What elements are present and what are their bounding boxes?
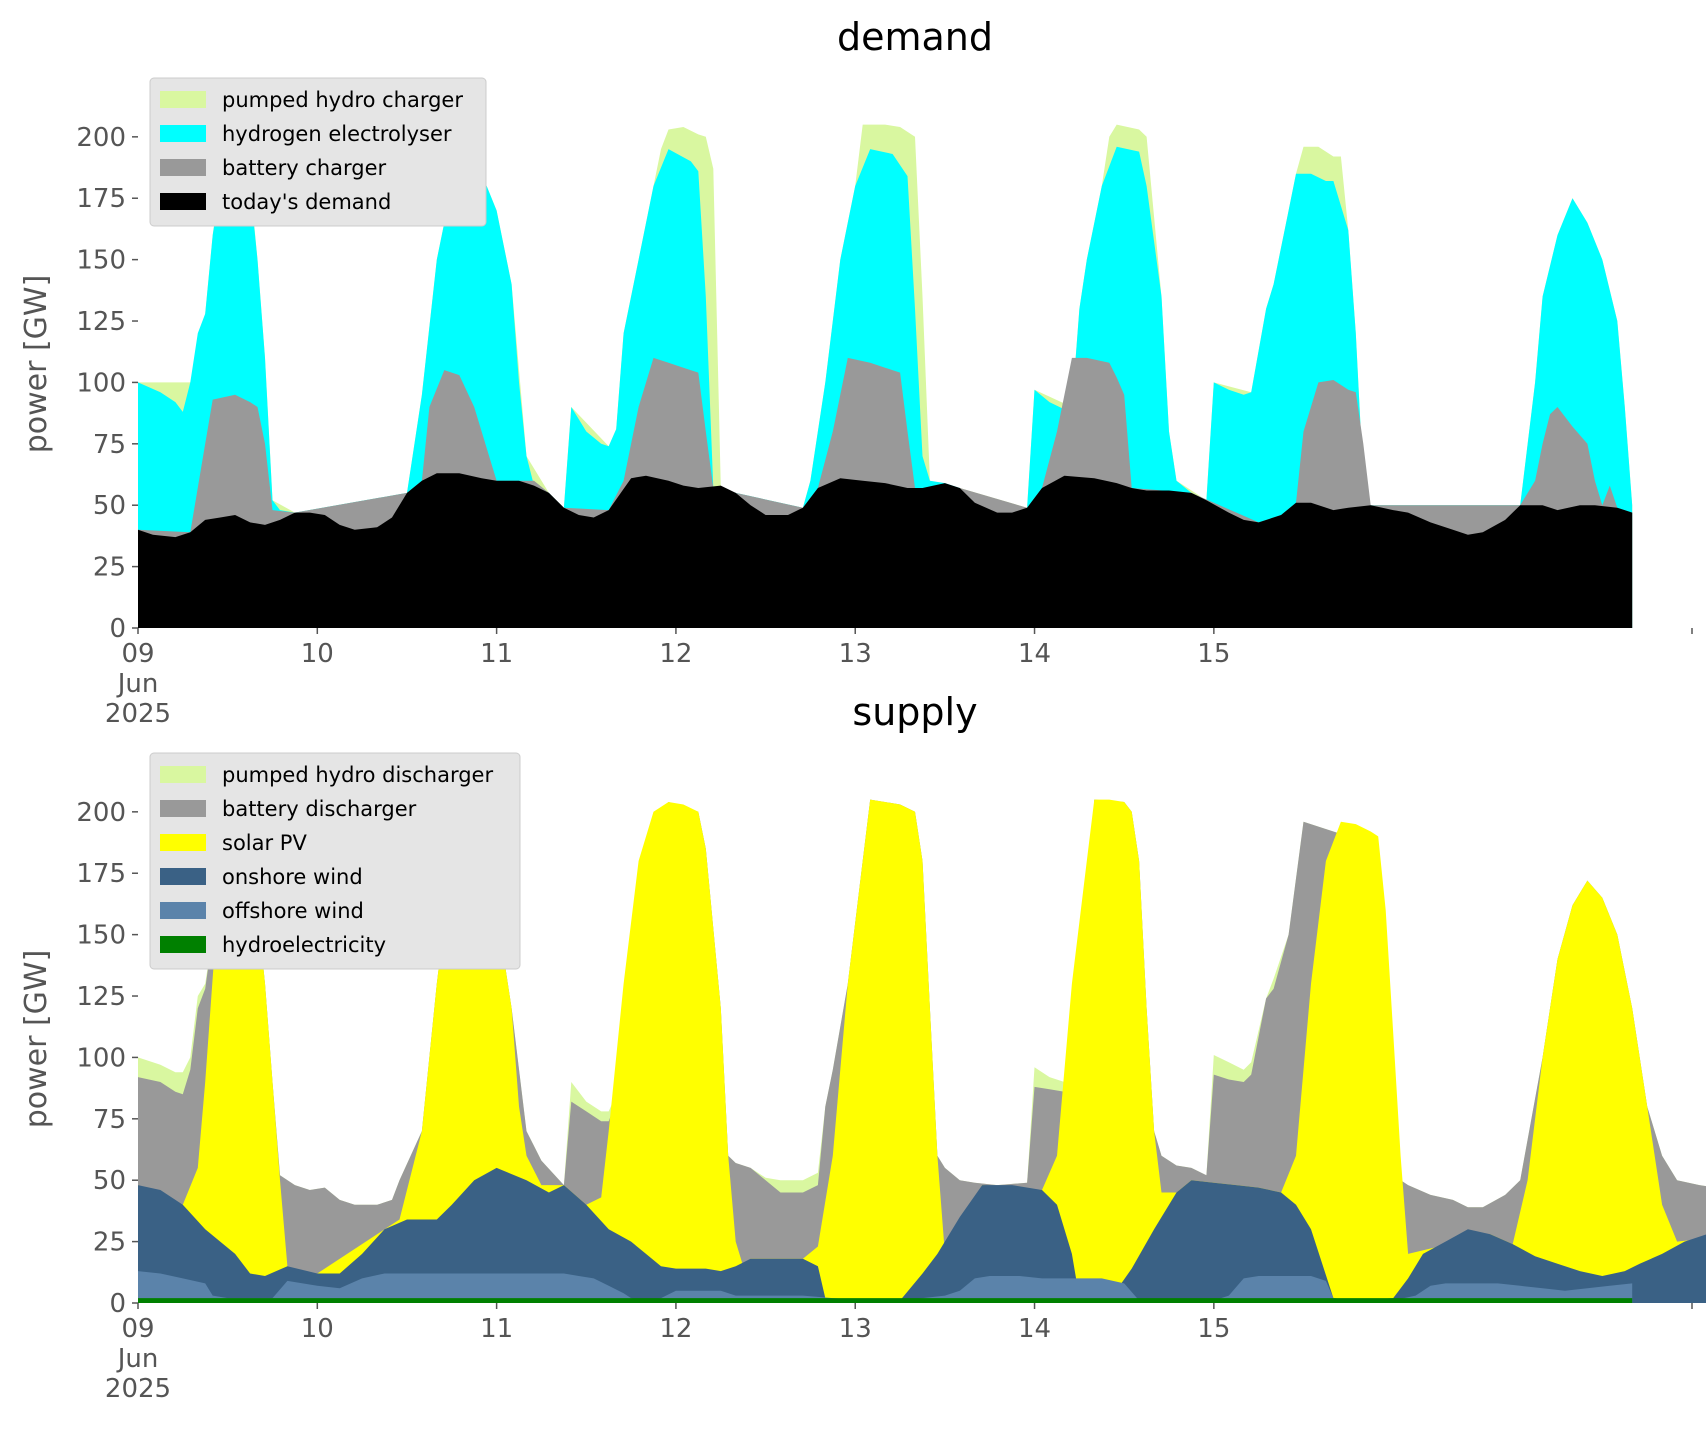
x-tick-label: 09 Jun 2025 — [105, 639, 171, 729]
y-tick-label: 125 — [76, 307, 126, 337]
supply-panel: supply power [GW] 0 25 50 75 100 125 150 175 200 09… — [19, 690, 1706, 1404]
y-tick-label: 200 — [76, 123, 126, 153]
x-tick-label: 11 — [480, 1314, 513, 1344]
x-tick-label: 11 — [480, 639, 513, 669]
area-solar-pv — [138, 799, 1706, 1303]
legend-swatch-pumped-hydro-charger — [160, 91, 206, 108]
legend-label-battery-discharger: battery discharger — [222, 797, 417, 821]
legend-swatch-battery-discharger — [160, 800, 206, 817]
x-tick-label: 10 — [301, 639, 334, 669]
legend-label-hydrogen-electrolyser: hydrogen electrolyser — [222, 122, 452, 146]
y-tick-label: 175 — [76, 184, 126, 214]
area-onshore-wind — [138, 1167, 1706, 1303]
legend-swatch-solar-pv — [160, 834, 206, 851]
y-tick-label: 50 — [93, 491, 126, 521]
x-axis: 09 Jun 2025 10 11 12 13 14 15 — [105, 628, 1693, 729]
legend-swatch-onshore-wind — [160, 868, 206, 885]
legend-label-today-s-demand: today's demand — [222, 190, 391, 214]
y-tick-label: 0 — [109, 1289, 126, 1319]
x-tick-label: 10 — [301, 1314, 334, 1344]
x-tick-label: 14 — [1018, 639, 1051, 669]
x-tick-label: 13 — [839, 1314, 872, 1344]
legend-swatch-hydrogen-electrolyser — [160, 125, 206, 142]
legend-swatch-pumped-hydro-discharger — [160, 766, 206, 783]
legend-label-pumped-hydro-discharger: pumped hydro discharger — [222, 763, 493, 787]
y-axis: 0 25 50 75 100 125 150 175 200 — [76, 798, 138, 1319]
x-tick-label: 09 Jun 2025 — [105, 1314, 171, 1404]
y-axis-label: power [GW] — [19, 950, 54, 1129]
legend-label-solar-pv: solar PV — [222, 831, 307, 855]
x-tick-label: 14 — [1018, 1314, 1051, 1344]
legend-frame — [149, 752, 521, 970]
chart-title: supply — [852, 690, 977, 734]
y-tick-label: 175 — [76, 859, 126, 889]
demand-panel: demand power [GW] 0 25 50 75 100 125 150 175 200 09… — [19, 15, 1693, 729]
y-tick-label: 125 — [76, 982, 126, 1012]
x-tick-label: 12 — [659, 1314, 692, 1344]
y-tick-label: 100 — [76, 1043, 126, 1073]
series-group — [138, 124, 1633, 628]
legend-label-hydroelectricity: hydroelectricity — [222, 933, 386, 957]
x-tick-label: 13 — [839, 639, 872, 669]
legend-label-pumped-hydro-charger: pumped hydro charger — [222, 88, 463, 112]
y-tick-label: 100 — [76, 368, 126, 398]
x-axis: 09 Jun 2025 10 11 12 13 14 15 — [105, 1303, 1693, 1404]
y-tick-label: 75 — [93, 1105, 126, 1135]
y-tick-label: 25 — [93, 1228, 126, 1258]
x-tick-label: 12 — [659, 639, 692, 669]
legend-frame — [149, 77, 487, 227]
y-tick-label: 50 — [93, 1166, 126, 1196]
series-group — [138, 799, 1706, 1303]
legend-swatch-today-s-demand — [160, 193, 206, 210]
legend: pumped hydro discharger battery discharge… — [149, 752, 521, 970]
legend-swatch-battery-charger — [160, 159, 206, 176]
y-tick-label: 75 — [93, 430, 126, 460]
y-tick-label: 150 — [76, 921, 126, 951]
legend-label-onshore-wind: onshore wind — [222, 865, 363, 889]
y-axis: 0 25 50 75 100 125 150 175 200 — [76, 123, 138, 644]
y-tick-label: 150 — [76, 246, 126, 276]
area-hydroelectricity — [138, 1298, 1633, 1303]
chart-title: demand — [837, 15, 993, 59]
legend-label-battery-charger: battery charger — [222, 156, 387, 180]
x-tick-label: 15 — [1197, 1314, 1230, 1344]
y-tick-label: 200 — [76, 798, 126, 828]
y-tick-label: 0 — [109, 614, 126, 644]
legend-swatch-hydroelectricity — [160, 936, 206, 953]
legend-label-offshore-wind: offshore wind — [222, 899, 364, 923]
legend-swatch-offshore-wind — [160, 902, 206, 919]
x-tick-label: 15 — [1197, 639, 1230, 669]
y-axis-label: power [GW] — [19, 275, 54, 454]
area-today-s-demand — [138, 473, 1633, 628]
y-tick-label: 25 — [93, 553, 126, 583]
legend: pumped hydro charger hydrogen electrolyse… — [149, 77, 487, 227]
area-offshore-wind — [138, 1271, 1633, 1303]
